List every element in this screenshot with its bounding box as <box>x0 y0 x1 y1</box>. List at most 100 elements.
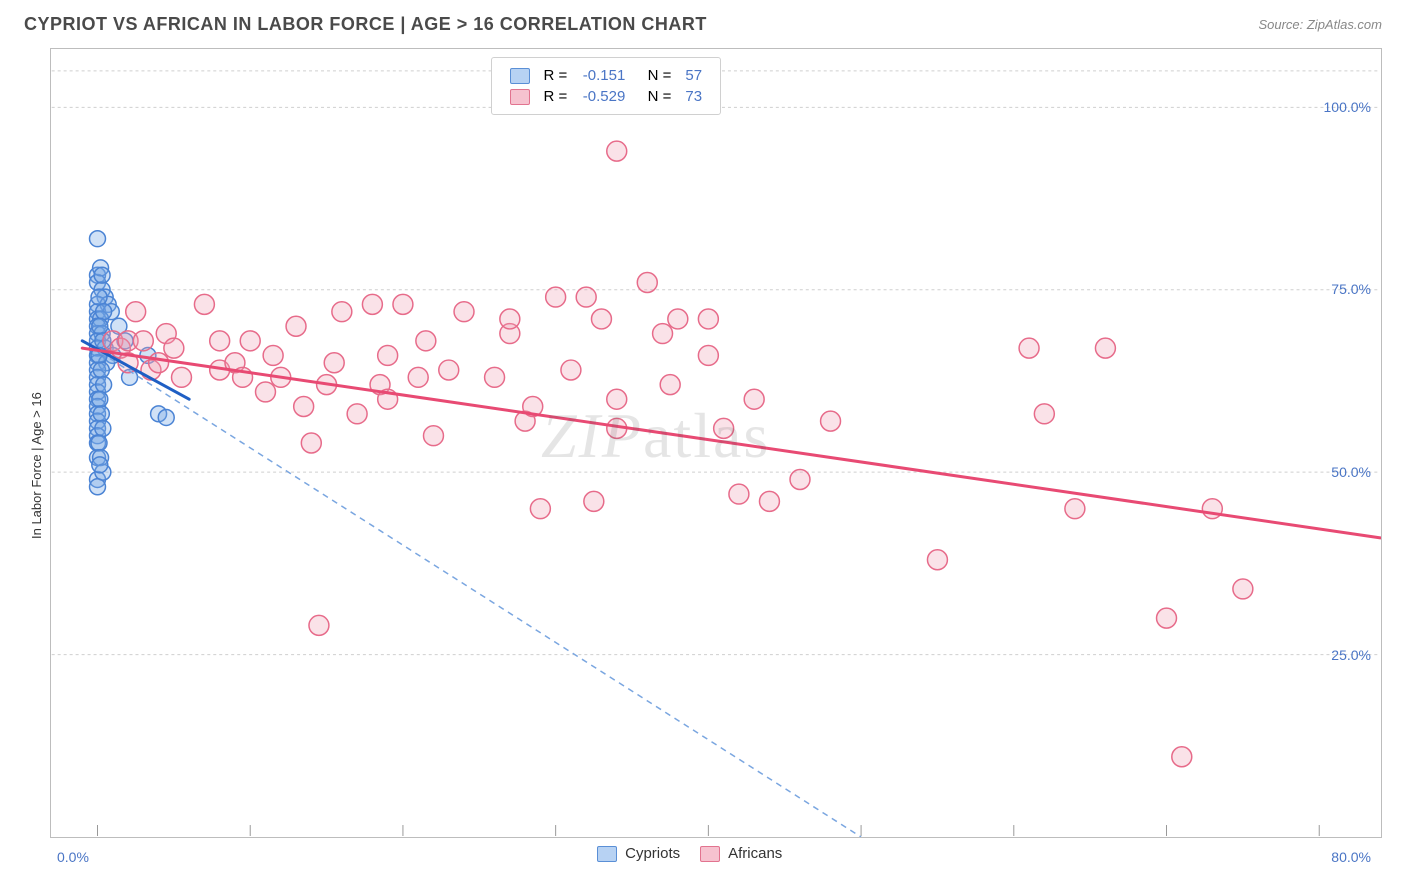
legend-swatch <box>597 846 617 862</box>
legend-label: Africans <box>728 845 782 862</box>
legend-R-value: -0.151 <box>575 66 631 85</box>
cypriots-point <box>90 231 106 247</box>
africans-point <box>591 309 611 329</box>
africans-point <box>210 331 230 351</box>
africans-point <box>149 353 169 373</box>
africans-point <box>133 331 153 351</box>
africans-point <box>294 397 314 417</box>
scatter-plot <box>51 49 1381 837</box>
africans-point <box>416 331 436 351</box>
chart-container: ZIPatlas R = -0.151 N = 57 R = -0.529 N … <box>50 48 1382 838</box>
africans-point <box>607 141 627 161</box>
legend-swatch <box>510 68 530 84</box>
africans-point <box>821 411 841 431</box>
africans-point <box>759 491 779 511</box>
africans-point <box>324 353 344 373</box>
africans-point <box>530 499 550 519</box>
y-tick-label: 50.0% <box>1331 464 1371 480</box>
cypriots-point <box>91 435 107 451</box>
cypriots-point <box>92 318 108 334</box>
africans-point <box>1233 579 1253 599</box>
africans-point <box>408 367 428 387</box>
legend-N-label: N = <box>633 87 677 106</box>
africans-point <box>1157 608 1177 628</box>
cypriots-point <box>92 391 108 407</box>
cypriots-trend-dashed <box>82 341 861 837</box>
africans-point <box>454 302 474 322</box>
africans-point <box>1095 338 1115 358</box>
africans-point <box>439 360 459 380</box>
africans-point <box>172 367 192 387</box>
africans-point <box>660 375 680 395</box>
africans-point <box>790 470 810 490</box>
y-tick-label: 25.0% <box>1331 647 1371 663</box>
africans-point <box>378 345 398 365</box>
legend-N-label: N = <box>633 66 677 85</box>
legend-item: Cypriots <box>597 845 680 862</box>
africans-point <box>637 273 657 293</box>
africans-point <box>194 294 214 314</box>
legend-label: Cypriots <box>625 845 680 862</box>
cypriots-point <box>96 304 112 320</box>
africans-point <box>576 287 596 307</box>
cypriots-point <box>92 457 108 473</box>
africans-point <box>256 382 276 402</box>
legend-swatch <box>510 89 530 105</box>
legend-N-value: 73 <box>679 87 708 106</box>
x-tick-left: 0.0% <box>57 849 89 865</box>
chart-title: CYPRIOT VS AFRICAN IN LABOR FORCE | AGE … <box>24 14 707 35</box>
africans-point <box>347 404 367 424</box>
africans-point <box>698 309 718 329</box>
africans-point <box>164 338 184 358</box>
africans-point <box>424 426 444 446</box>
legend-R-label: R = <box>538 87 574 106</box>
africans-point <box>584 491 604 511</box>
cypriots-point <box>95 420 111 436</box>
africans-point <box>485 367 505 387</box>
africans-point <box>698 345 718 365</box>
africans-point <box>1172 747 1192 767</box>
correlation-legend: R = -0.151 N = 57 R = -0.529 N = 73 <box>491 57 722 115</box>
africans-point <box>286 316 306 336</box>
africans-point <box>263 345 283 365</box>
africans-point <box>362 294 382 314</box>
africans-point <box>309 615 329 635</box>
africans-point <box>240 331 260 351</box>
legend-N-value: 57 <box>679 66 708 85</box>
africans-point <box>301 433 321 453</box>
africans-point <box>714 418 734 438</box>
africans-point <box>500 309 520 329</box>
africans-point <box>126 302 146 322</box>
series-legend: Cypriots Africans <box>597 845 782 862</box>
legend-R-value: -0.529 <box>575 87 631 106</box>
cypriots-point <box>94 267 110 283</box>
africans-point <box>668 309 688 329</box>
africans-point <box>1034 404 1054 424</box>
cypriots-point <box>90 479 106 495</box>
y-axis-label: In Labor Force | Age > 16 <box>29 392 44 539</box>
africans-point <box>332 302 352 322</box>
legend-item: Africans <box>700 845 782 862</box>
legend-swatch <box>700 846 720 862</box>
y-tick-label: 75.0% <box>1331 281 1371 297</box>
legend-R-label: R = <box>538 66 574 85</box>
africans-point <box>546 287 566 307</box>
africans-point <box>653 324 673 344</box>
africans-point <box>393 294 413 314</box>
cypriots-point <box>93 406 109 422</box>
africans-point <box>927 550 947 570</box>
africans-point <box>1019 338 1039 358</box>
y-tick-label: 100.0% <box>1324 99 1371 115</box>
africans-point <box>729 484 749 504</box>
africans-point <box>744 389 764 409</box>
x-tick-right: 80.0% <box>1331 849 1371 865</box>
cypriots-point <box>158 409 174 425</box>
cypriots-point <box>91 289 107 305</box>
cypriots-point <box>93 362 109 378</box>
africans-point <box>607 389 627 409</box>
cypriots-point <box>96 377 112 393</box>
africans-point <box>1065 499 1085 519</box>
source-label: Source: ZipAtlas.com <box>1258 17 1382 32</box>
africans-trend <box>82 348 1380 538</box>
africans-point <box>561 360 581 380</box>
